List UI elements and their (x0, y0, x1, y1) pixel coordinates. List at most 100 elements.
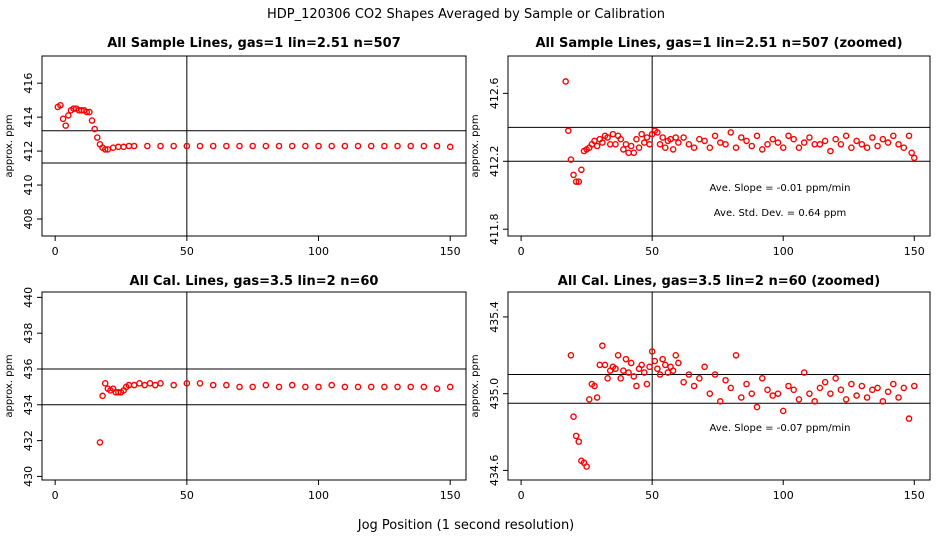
y-tick-label: 412.6 (488, 78, 501, 110)
data-point (685, 371, 693, 378)
data-point (433, 142, 441, 150)
panel-title: All Sample Lines, gas=1 lin=2.51 n=507 (… (535, 36, 902, 51)
x-tick-label: 0 (518, 489, 525, 502)
x-axis-label: Jog Position (1 second resolution) (357, 518, 575, 533)
data-point (895, 394, 902, 401)
data-point (609, 130, 617, 138)
data-point (769, 392, 777, 399)
data-point (223, 381, 230, 389)
data-point (858, 382, 866, 390)
data-point (890, 380, 897, 388)
data-point (743, 380, 750, 388)
plot-frame (41, 55, 467, 237)
data-point (853, 392, 860, 399)
data-point (701, 137, 708, 145)
data-point (130, 142, 138, 150)
data-point (341, 383, 349, 391)
data-point (646, 141, 653, 148)
data-point (910, 154, 918, 162)
data-point (800, 369, 808, 376)
data-point (884, 139, 892, 146)
data-point (59, 115, 67, 123)
data-point (690, 144, 698, 151)
data-point (604, 375, 611, 382)
y-tick-label: 412 (22, 141, 35, 162)
data-point (853, 137, 860, 145)
x-tick-label: 0 (52, 245, 59, 258)
data-point (183, 142, 191, 150)
data-point (711, 132, 719, 140)
data-point (617, 375, 625, 382)
data-point (585, 396, 593, 403)
data-point (564, 127, 572, 135)
data-point (620, 367, 627, 374)
data-point (196, 142, 204, 150)
data-point (136, 380, 143, 387)
data-point (717, 398, 724, 405)
data-point (157, 380, 164, 387)
data-point (614, 352, 622, 359)
data-point (627, 142, 635, 150)
data-point (848, 144, 855, 151)
data-point (706, 144, 714, 151)
data-point (737, 394, 745, 401)
data-point (863, 144, 871, 151)
data-point (661, 361, 669, 369)
data-point (753, 132, 761, 140)
data-point (249, 383, 256, 391)
x-tick-label: 150 (440, 489, 461, 502)
x-tick-label: 100 (773, 489, 794, 502)
data-point (170, 381, 177, 389)
data-point (157, 142, 164, 150)
data-point (223, 142, 230, 150)
data-point (696, 375, 703, 382)
data-point (288, 142, 296, 150)
data-point (675, 139, 682, 146)
data-point (130, 381, 138, 389)
data-point (570, 171, 577, 179)
data-point (381, 142, 388, 150)
data-point (315, 383, 322, 391)
data-point (91, 125, 98, 133)
x-tick-label: 150 (440, 245, 461, 258)
y-tick-label: 436 (22, 358, 35, 379)
data-point (646, 363, 653, 371)
data-point (617, 135, 625, 143)
data-point (367, 383, 375, 391)
panel-title: All Cal. Lines, gas=3.5 lin=2 n=60 (130, 274, 379, 289)
data-point (583, 463, 590, 470)
panel-cal-lines: All Cal. Lines, gas=3.5 lin=2 n=60 appro… (4, 274, 467, 502)
data-point (638, 130, 645, 138)
panel-sample-lines-zoomed: All Sample Lines, gas=1 lin=2.51 n=507 (… (470, 36, 931, 258)
data-point (567, 352, 575, 359)
data-point (144, 142, 151, 150)
data-point (685, 141, 693, 148)
data-point (827, 147, 834, 155)
data-point (446, 383, 454, 391)
data-point (842, 132, 850, 140)
y-tick-label: 410 (22, 175, 35, 196)
data-point (774, 139, 782, 146)
page-title: HDP_120306 CO2 Shapes Averaged by Sample… (267, 7, 665, 22)
data-point (779, 407, 787, 415)
data-point (262, 381, 270, 389)
data-point (578, 166, 585, 174)
data-point (832, 135, 839, 143)
data-point (774, 390, 782, 397)
data-point (661, 144, 669, 151)
data-point (567, 156, 575, 163)
x-tick-label: 0 (518, 245, 525, 258)
data-point (640, 139, 648, 146)
data-point (593, 142, 601, 150)
data-point (640, 369, 648, 376)
data-point (816, 141, 824, 148)
data-point (753, 403, 761, 411)
data-point (905, 415, 913, 422)
annotation-std-dev: Ave. Std. Dev. = 0.64 ppm (714, 208, 846, 219)
data-point (874, 384, 881, 392)
annotation-slope: Ave. Slope = -0.01 ppm/min (710, 183, 851, 194)
data-point (869, 386, 876, 394)
data-point (659, 355, 666, 363)
data-point (170, 142, 177, 150)
panel-cal-lines-zoomed: All Cal. Lines, gas=3.5 lin=2 n=60 (zoom… (470, 274, 931, 502)
